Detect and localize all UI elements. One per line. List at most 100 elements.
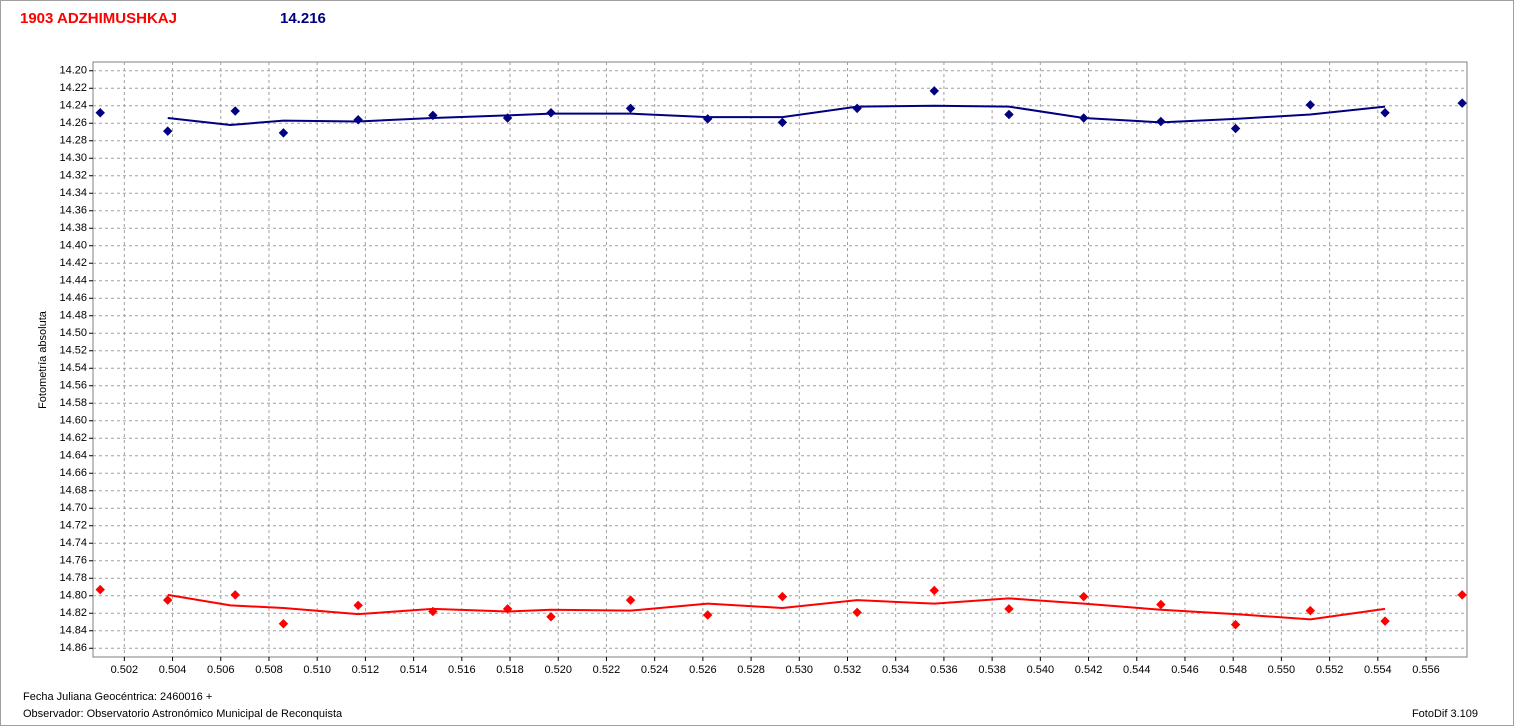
software-version: FotoDif 3.109 bbox=[1412, 708, 1478, 720]
data-point bbox=[1457, 98, 1467, 108]
data-point bbox=[777, 591, 788, 602]
x-tick-label: 0.522 bbox=[593, 664, 621, 676]
data-point bbox=[1230, 123, 1241, 134]
x-tick-label: 0.514 bbox=[400, 664, 428, 676]
x-tick-label: 0.516 bbox=[448, 664, 476, 676]
y-tick-label: 14.22 bbox=[59, 82, 87, 94]
y-tick-label: 14.32 bbox=[59, 170, 87, 182]
x-tick-label: 0.526 bbox=[689, 664, 717, 676]
x-tick-label: 0.506 bbox=[207, 664, 235, 676]
x-tick-label: 0.510 bbox=[303, 664, 331, 676]
data-point bbox=[702, 610, 713, 620]
y-tick-label: 14.68 bbox=[59, 485, 87, 497]
y-tick-label: 14.82 bbox=[59, 607, 87, 619]
x-tick-label: 0.536 bbox=[930, 664, 958, 676]
data-point bbox=[777, 117, 788, 128]
y-tick-label: 14.24 bbox=[59, 100, 87, 112]
x-tick-label: 0.504 bbox=[159, 664, 187, 676]
y-tick-label: 14.66 bbox=[59, 467, 87, 479]
y-tick-label: 14.28 bbox=[59, 135, 87, 147]
data-point bbox=[1457, 590, 1467, 600]
x-tick-label: 0.524 bbox=[641, 664, 669, 676]
data-point bbox=[1004, 109, 1014, 120]
data-point bbox=[1380, 616, 1390, 626]
chart-title: 1903 ADZHIMUSHKAJ bbox=[20, 10, 177, 27]
x-tick-label: 0.552 bbox=[1316, 664, 1344, 676]
data-point bbox=[1305, 605, 1316, 616]
data-point bbox=[929, 86, 939, 96]
chart-subtitle: 14.216 bbox=[280, 10, 326, 27]
x-tick-label: 0.534 bbox=[882, 664, 910, 676]
plot-area bbox=[92, 61, 1468, 658]
y-tick-label: 14.54 bbox=[59, 362, 87, 374]
data-point bbox=[163, 595, 173, 605]
data-point bbox=[852, 607, 862, 618]
y-tick-label: 14.56 bbox=[59, 380, 87, 392]
data-point bbox=[1004, 604, 1014, 614]
y-tick-label: 14.86 bbox=[59, 642, 87, 654]
x-tick-label: 0.544 bbox=[1123, 664, 1151, 676]
data-point bbox=[1230, 619, 1241, 630]
x-tick-label: 0.530 bbox=[786, 664, 814, 676]
x-tick-label: 0.508 bbox=[255, 664, 283, 676]
y-tick-label: 14.38 bbox=[59, 222, 87, 234]
y-tick-label: 14.52 bbox=[59, 345, 87, 357]
data-point bbox=[1079, 591, 1089, 602]
x-tick-label: 0.502 bbox=[111, 664, 139, 676]
data-point bbox=[625, 103, 636, 114]
observer: Observador: Observatorio Astronómico Mun… bbox=[23, 708, 343, 720]
y-axis-label: Fotometría absoluta bbox=[37, 310, 49, 409]
y-tick-label: 14.30 bbox=[59, 152, 87, 164]
x-tick-label: 0.546 bbox=[1171, 664, 1199, 676]
y-tick-label: 14.84 bbox=[59, 625, 87, 637]
x-tick-label: 0.520 bbox=[544, 664, 572, 676]
y-tick-label: 14.78 bbox=[59, 572, 87, 584]
x-tick-label: 0.540 bbox=[1027, 664, 1055, 676]
x-tick-label: 0.556 bbox=[1412, 664, 1440, 676]
data-point bbox=[625, 595, 636, 605]
data-point bbox=[230, 106, 240, 116]
y-tick-label: 14.74 bbox=[59, 537, 87, 549]
y-tick-label: 14.42 bbox=[59, 257, 87, 269]
data-point bbox=[230, 590, 240, 600]
y-tick-label: 14.64 bbox=[59, 450, 87, 462]
x-tick-label: 0.538 bbox=[978, 664, 1006, 676]
y-tick-label: 14.70 bbox=[59, 502, 87, 514]
x-tick-label: 0.528 bbox=[737, 664, 765, 676]
y-tick-label: 14.40 bbox=[59, 240, 87, 252]
data-point bbox=[1156, 599, 1166, 610]
y-tick-label: 14.48 bbox=[59, 310, 87, 322]
data-point bbox=[353, 600, 363, 611]
x-tick-label: 0.518 bbox=[496, 664, 524, 676]
y-tick-label: 14.76 bbox=[59, 555, 87, 567]
y-tick-label: 14.20 bbox=[59, 65, 87, 77]
fit-line bbox=[167, 593, 1386, 621]
y-tick-label: 14.60 bbox=[59, 415, 87, 427]
y-tick-label: 14.26 bbox=[59, 117, 87, 129]
y-tick-label: 14.80 bbox=[59, 590, 87, 602]
y-tick-label: 14.72 bbox=[59, 520, 87, 532]
x-axis-label: Fecha Juliana Geocéntrica: 2460016 + bbox=[23, 691, 212, 703]
y-tick-label: 14.46 bbox=[59, 292, 87, 304]
data-point bbox=[95, 584, 105, 595]
x-tick-label: 0.550 bbox=[1268, 664, 1296, 676]
x-tick-label: 0.512 bbox=[352, 664, 380, 676]
y-tick-label: 14.58 bbox=[59, 397, 87, 409]
y-tick-label: 14.44 bbox=[59, 275, 87, 287]
x-tick-label: 0.554 bbox=[1364, 664, 1392, 676]
x-tick-label: 0.532 bbox=[834, 664, 862, 676]
data-point bbox=[1305, 100, 1316, 110]
data-point bbox=[1380, 108, 1390, 118]
y-tick-label: 14.62 bbox=[59, 432, 87, 444]
y-tick-label: 14.34 bbox=[59, 187, 87, 199]
x-tick-label: 0.542 bbox=[1075, 664, 1103, 676]
y-tick-label: 14.50 bbox=[59, 327, 87, 339]
x-tick-label: 0.548 bbox=[1219, 664, 1247, 676]
data-point bbox=[163, 126, 173, 136]
data-point bbox=[929, 585, 939, 596]
data-point bbox=[95, 108, 105, 118]
data-point bbox=[278, 619, 289, 629]
y-tick-label: 14.36 bbox=[59, 205, 87, 217]
data-point bbox=[546, 612, 556, 622]
